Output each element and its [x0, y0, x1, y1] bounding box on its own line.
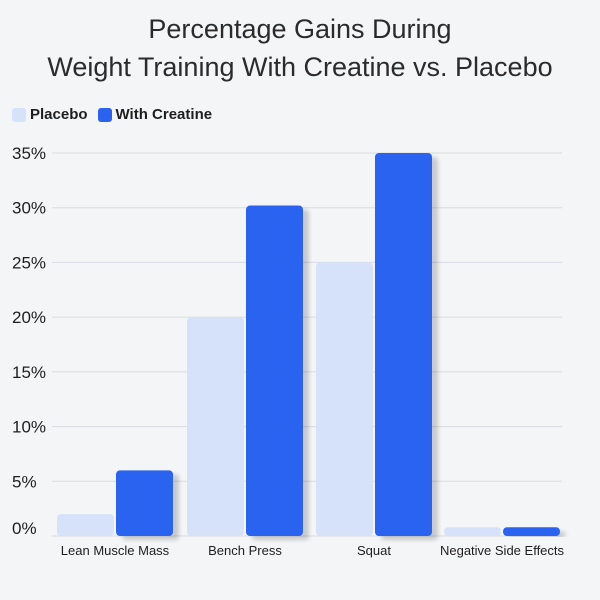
- x-category-label: Bench Press: [208, 543, 282, 558]
- legend-item-creatine: With Creatine: [97, 106, 213, 123]
- legend-swatch-placebo: [12, 107, 26, 122]
- bar-creatine-negative-side-effects: [503, 527, 560, 536]
- legend-item-placebo: Placebo: [12, 106, 88, 123]
- y-tick-label: 35%: [12, 144, 46, 163]
- legend-swatch-creatine: [97, 107, 112, 122]
- y-tick-label: 20%: [12, 308, 46, 327]
- y-tick-label: 15%: [12, 363, 46, 382]
- legend-label-creatine: With Creatine: [115, 106, 213, 123]
- bar-creatine-squat: [375, 153, 432, 536]
- y-tick-label: 0%: [12, 519, 37, 538]
- bar-creatine-lean-muscle-mass: [116, 470, 173, 536]
- chart-title-line-2: Weight Training With Creatine vs. Placeb…: [47, 52, 553, 82]
- x-category-label: Squat: [357, 543, 391, 558]
- legend-label-placebo: Placebo: [30, 106, 88, 123]
- y-tick-label: 30%: [12, 199, 46, 218]
- y-tick-label: 5%: [12, 472, 37, 491]
- x-category-label: Negative Side Effects: [440, 543, 565, 558]
- chart-title-line-1: Percentage Gains During: [148, 14, 452, 44]
- y-tick-label: 10%: [12, 418, 46, 437]
- bar-placebo-negative-side-effects: [444, 527, 501, 536]
- chart-title: Percentage Gains During Weight Training …: [0, 10, 600, 86]
- bars: [57, 153, 560, 537]
- x-category-label: Lean Muscle Mass: [61, 543, 170, 558]
- y-tick-label: 25%: [12, 253, 46, 272]
- bar-placebo-lean-muscle-mass: [57, 514, 114, 536]
- chart-legend: Placebo With Creatine: [12, 106, 222, 123]
- x-axis-labels: Lean Muscle Mass Bench Press Squat Negative…: [61, 543, 565, 558]
- bar-placebo-bench-press: [187, 317, 244, 536]
- bar-creatine-bench-press: [246, 205, 303, 537]
- bar-placebo-squat: [316, 262, 373, 536]
- y-axis-ticks: 0% 5% 10% 15% 20% 25% 30% 35%: [12, 144, 46, 538]
